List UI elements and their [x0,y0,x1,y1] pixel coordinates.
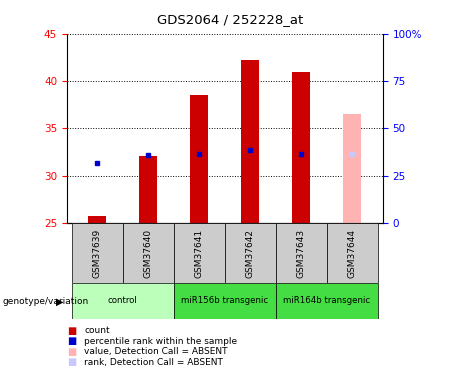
Text: GDS2064 / 252228_at: GDS2064 / 252228_at [157,13,304,26]
Text: GSM37641: GSM37641 [195,228,204,278]
Text: ■: ■ [67,347,76,357]
Bar [190,95,208,223]
Text: ■: ■ [67,336,76,346]
Text: value, Detection Call = ABSENT: value, Detection Call = ABSENT [84,347,228,356]
Text: rank, Detection Call = ABSENT: rank, Detection Call = ABSENT [84,358,223,367]
Bar [139,156,157,223]
Text: GSM37643: GSM37643 [296,228,306,278]
Text: ■: ■ [67,326,76,336]
Bar [241,60,259,223]
Bar [292,72,310,223]
Bar [343,114,361,223]
Text: GSM37640: GSM37640 [144,228,153,278]
Text: count: count [84,326,110,335]
Text: ■: ■ [67,357,76,367]
Bar [72,223,123,283]
Text: percentile rank within the sample: percentile rank within the sample [84,337,237,346]
Text: GSM37644: GSM37644 [348,229,356,278]
Bar [276,283,378,319]
Text: ▶: ▶ [56,297,64,306]
Text: GSM37639: GSM37639 [93,228,102,278]
Text: control: control [108,296,138,305]
Bar [276,223,326,283]
Bar [174,223,225,283]
Bar [225,223,276,283]
Bar [123,223,174,283]
Text: miR156b transgenic: miR156b transgenic [181,296,268,305]
Bar [72,283,174,319]
Text: genotype/variation: genotype/variation [2,297,89,306]
Bar [174,283,276,319]
Bar [326,223,378,283]
Bar [89,216,106,223]
Text: miR164b transgenic: miR164b transgenic [283,296,370,305]
Text: GSM37642: GSM37642 [246,229,255,278]
